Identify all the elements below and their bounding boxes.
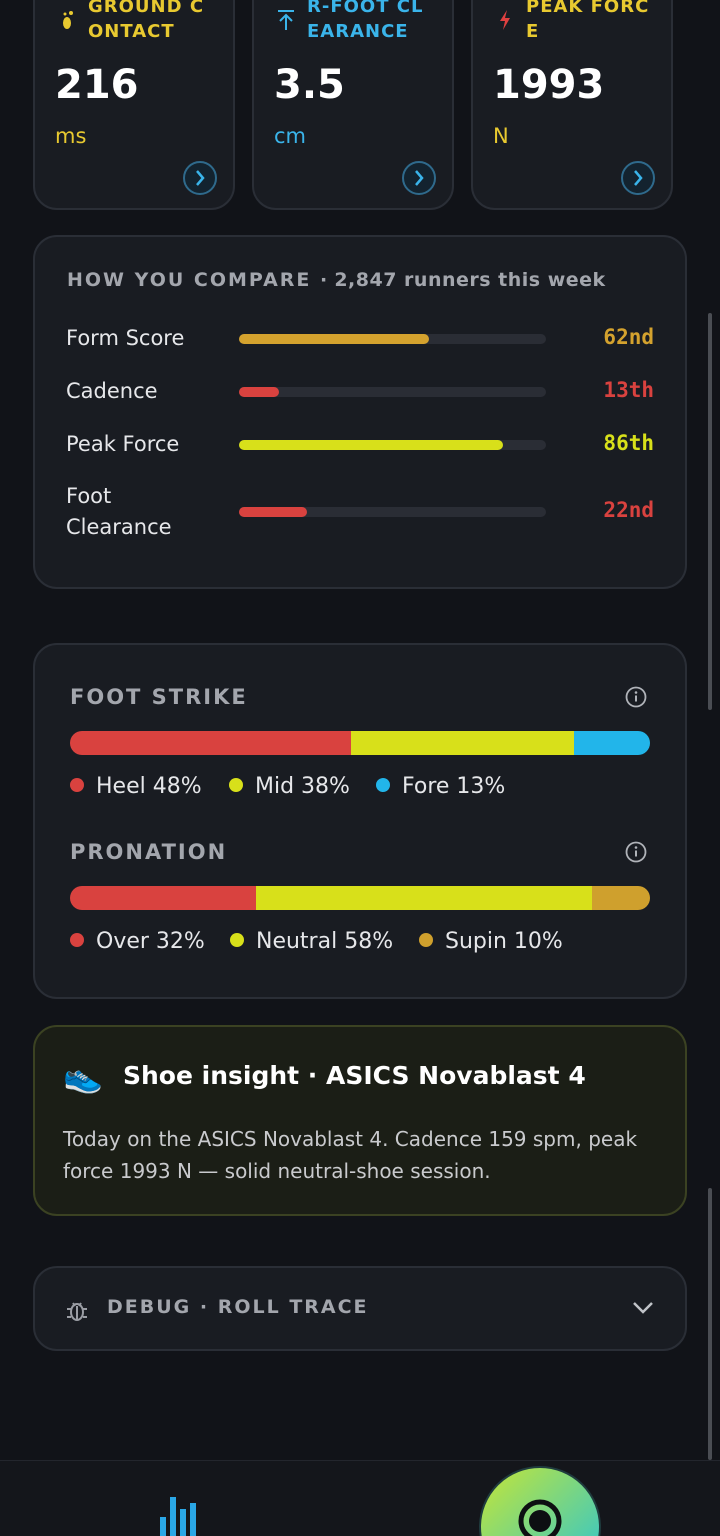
legend-label: Fore 13% [402, 774, 506, 799]
metric-value: 216 [55, 62, 139, 108]
percentile-track [239, 334, 546, 344]
info-glyph [625, 841, 647, 863]
row-label: Cadence [66, 379, 158, 403]
distribution-title: PRONATION [70, 840, 228, 864]
insight-icon: 👟 [63, 1057, 103, 1095]
percentile-bar [239, 387, 279, 397]
legend-dot [229, 778, 243, 792]
detail-button[interactable] [183, 161, 217, 195]
percentile-label: 22nd [603, 498, 654, 522]
bar-segment [573, 731, 650, 755]
percentile-track [239, 507, 546, 517]
compare-header: HOW YOU COMPARE · 2,847 runners this wee… [67, 269, 606, 291]
detail-button[interactable] [402, 161, 436, 195]
row-label: Foot Clearance [66, 484, 172, 539]
metric-card: R-FOOT CLEARANCE 3.5 cm [252, 0, 454, 210]
debug-title: DEBUG · ROLL TRACE [107, 1296, 369, 1318]
insight-card: 👟 Shoe insight · ASICS Novablast 4 Today… [33, 1025, 687, 1216]
record-button[interactable] [478, 1465, 602, 1536]
legend-dot [419, 933, 433, 947]
info-icon[interactable] [625, 686, 647, 708]
legend-dot [376, 778, 390, 792]
chevron-down [633, 1302, 653, 1314]
debug-panel[interactable]: DEBUG · ROLL TRACE [33, 1266, 687, 1351]
info-glyph [625, 686, 647, 708]
legend-dot [230, 933, 244, 947]
bottom-nav [0, 1460, 720, 1536]
metric-unit: N [493, 124, 509, 148]
insight-title: Shoe insight · ASICS Novablast 4 [123, 1061, 586, 1090]
metric-value: 3.5 [274, 62, 345, 108]
chevron-right [634, 170, 643, 186]
metric-title: GROUND CONTACT [88, 0, 205, 42]
metric-unit: cm [274, 124, 307, 148]
compare-card: HOW YOU COMPARE · 2,847 runners this wee… [33, 235, 687, 589]
scrollbar [708, 1188, 712, 1460]
stats-tab[interactable] [158, 1495, 204, 1536]
legend-item: Neutral 58% [230, 929, 393, 954]
legend-dot [70, 933, 84, 947]
legend-label: Neutral 58% [256, 929, 394, 954]
bar-segment [70, 731, 352, 755]
distribution-title: FOOT STRIKE [70, 685, 248, 709]
distribution-card: FOOT STRIKE Heel 48% Mid 38% Fore 13% PRONAT… [33, 643, 687, 999]
percentile-track [239, 440, 546, 450]
row-label: Peak Force [66, 432, 180, 456]
compare-title: HOW YOU COMPARE · [67, 269, 330, 291]
metric-icon [278, 10, 294, 30]
legend-item: Over 32% [70, 929, 205, 954]
row-label: Form Score [66, 326, 185, 350]
detail-button[interactable] [621, 161, 655, 195]
legend-dot [70, 778, 84, 792]
legend-item: Supin 10% [419, 929, 563, 954]
compare-subtitle: 2,847 runners this week [334, 269, 606, 291]
legend-label: Heel 48% [96, 774, 202, 799]
chevron-right [415, 170, 424, 186]
insight-body: Today on the ASICS Novablast 4. Cadence … [63, 1127, 638, 1183]
info-icon[interactable] [625, 841, 647, 863]
percentile-label: 13th [603, 378, 654, 402]
bug-icon [67, 1302, 87, 1321]
legend-item: Mid 38% [229, 774, 350, 799]
legend-label: Mid 38% [255, 774, 350, 799]
chevron-right [196, 170, 205, 186]
stacked-bar [70, 731, 650, 755]
bar-segment [70, 886, 256, 910]
metric-value: 1993 [493, 62, 605, 108]
bar-segment [255, 886, 592, 910]
legend-item: Fore 13% [376, 774, 505, 799]
percentile-label: 86th [603, 431, 654, 455]
scrollbar [708, 313, 712, 710]
percentile-track [239, 387, 546, 397]
legend-label: Supin 10% [445, 929, 563, 954]
metric-unit: ms [55, 124, 87, 148]
percentile-label: 62nd [603, 325, 654, 349]
metric-card: GROUND CONTACT 216 ms [33, 0, 235, 210]
metric-icon [500, 10, 510, 30]
percentile-bar [239, 334, 430, 344]
legend-item: Heel 48% [70, 774, 202, 799]
legend-label: Over 32% [96, 929, 205, 954]
metric-card: PEAK FORCE 1993 N [471, 0, 673, 210]
metric-title: R-FOOT CLEARANCE [307, 0, 424, 42]
metric-icon [63, 11, 73, 29]
metric-title: PEAK FORCE [526, 0, 650, 42]
bar-segment [351, 731, 574, 755]
percentile-bar [239, 507, 307, 517]
bar-segment [591, 886, 650, 910]
percentile-bar [239, 440, 504, 450]
stacked-bar [70, 886, 650, 910]
